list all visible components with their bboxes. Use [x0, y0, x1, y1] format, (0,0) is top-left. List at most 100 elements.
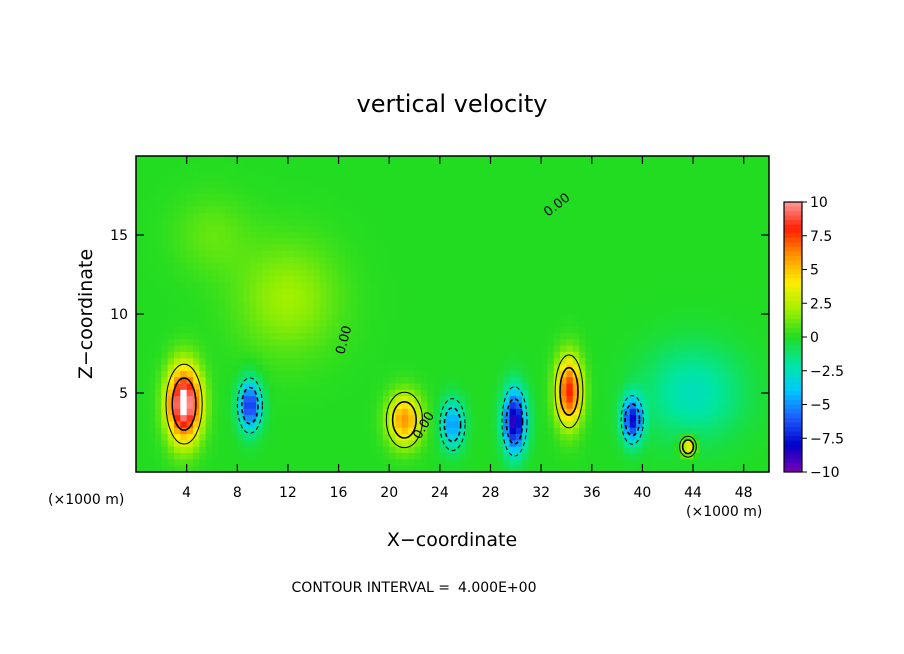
field-cell	[395, 288, 403, 296]
field-cell	[199, 358, 207, 365]
field-cell	[718, 181, 726, 188]
field-cell	[484, 288, 491, 296]
field-cell	[636, 174, 643, 182]
field-cell	[490, 269, 498, 277]
field-cell	[287, 421, 295, 429]
field-cell	[173, 402, 181, 410]
field-cell	[192, 364, 200, 372]
field-cell	[243, 402, 251, 410]
field-cell	[655, 250, 662, 258]
field-cell	[553, 244, 561, 252]
field-cell	[674, 440, 681, 448]
field-cell	[401, 364, 409, 372]
field-cell	[553, 465, 561, 472]
field-cell	[522, 168, 529, 176]
field-cell	[275, 174, 282, 182]
field-cell	[534, 257, 542, 264]
field-cell	[547, 156, 555, 163]
field-cell	[414, 459, 422, 467]
field-cell	[509, 408, 517, 416]
field-cell	[446, 301, 453, 309]
field-cell	[484, 282, 491, 290]
field-cell	[205, 269, 213, 277]
field-cell	[294, 212, 301, 220]
field-cell	[351, 465, 358, 472]
field-cell	[249, 402, 257, 410]
field-cell	[382, 282, 390, 290]
field-cell	[477, 440, 485, 448]
field-cell	[161, 396, 169, 403]
field-cell	[395, 193, 403, 201]
field-cell	[534, 339, 542, 346]
field-cell	[192, 320, 200, 328]
field-cell	[370, 345, 377, 353]
field-cell	[294, 408, 301, 416]
field-cell	[230, 434, 238, 441]
field-cell	[325, 244, 333, 252]
field-cell	[731, 162, 738, 170]
field-cell	[382, 225, 390, 233]
field-cell	[712, 307, 719, 315]
field-cell	[218, 377, 226, 384]
field-cell	[199, 168, 207, 176]
field-cell	[541, 238, 548, 245]
field-cell	[294, 168, 301, 176]
field-cell	[294, 276, 301, 283]
field-cell	[636, 301, 643, 309]
field-cell	[509, 263, 517, 271]
field-cell	[642, 257, 650, 264]
field-cell	[610, 219, 618, 226]
field-cell	[667, 314, 675, 321]
field-cell	[186, 364, 194, 372]
field-cell	[427, 415, 434, 422]
field-cell	[484, 370, 491, 378]
field-cell	[237, 276, 245, 283]
field-cell	[503, 402, 510, 410]
field-cell	[604, 402, 612, 410]
field-cell	[471, 206, 479, 214]
field-cell	[230, 370, 238, 378]
field-cell	[724, 257, 732, 264]
field-cell	[161, 446, 169, 454]
field-cell	[136, 301, 143, 309]
field-cell	[376, 421, 384, 429]
field-cell	[522, 314, 529, 321]
field-cell	[401, 206, 409, 214]
field-cell	[142, 326, 150, 334]
field-cell	[319, 187, 327, 195]
field-cell	[724, 427, 732, 435]
field-cell	[275, 434, 282, 441]
field-cell	[667, 389, 675, 397]
field-cell	[224, 276, 232, 283]
field-cell	[522, 193, 529, 201]
field-cell	[439, 206, 447, 214]
field-cell	[148, 320, 156, 328]
field-cell	[192, 212, 200, 220]
field-cell	[477, 396, 485, 403]
field-cell	[218, 288, 226, 296]
field-cell	[389, 377, 396, 384]
field-cell	[737, 345, 745, 353]
field-cell	[553, 206, 561, 214]
field-cell	[541, 174, 548, 182]
field-cell	[610, 200, 618, 207]
field-cell	[465, 288, 472, 296]
field-cell	[218, 301, 226, 309]
field-cell	[604, 212, 612, 220]
field-cell	[579, 408, 586, 416]
field-cell	[167, 453, 175, 460]
field-cell	[256, 181, 263, 188]
field-cell	[756, 295, 764, 302]
field-cell	[414, 257, 422, 264]
field-cell	[414, 206, 422, 214]
field-cell	[648, 320, 656, 328]
field-cell	[268, 282, 276, 290]
field-cell	[560, 200, 567, 207]
field-cell	[136, 427, 143, 435]
field-cell	[313, 250, 320, 258]
field-cell	[154, 434, 162, 441]
field-cell	[724, 238, 732, 245]
field-cell	[180, 446, 188, 454]
field-cell	[148, 351, 156, 359]
field-cell	[446, 244, 453, 252]
